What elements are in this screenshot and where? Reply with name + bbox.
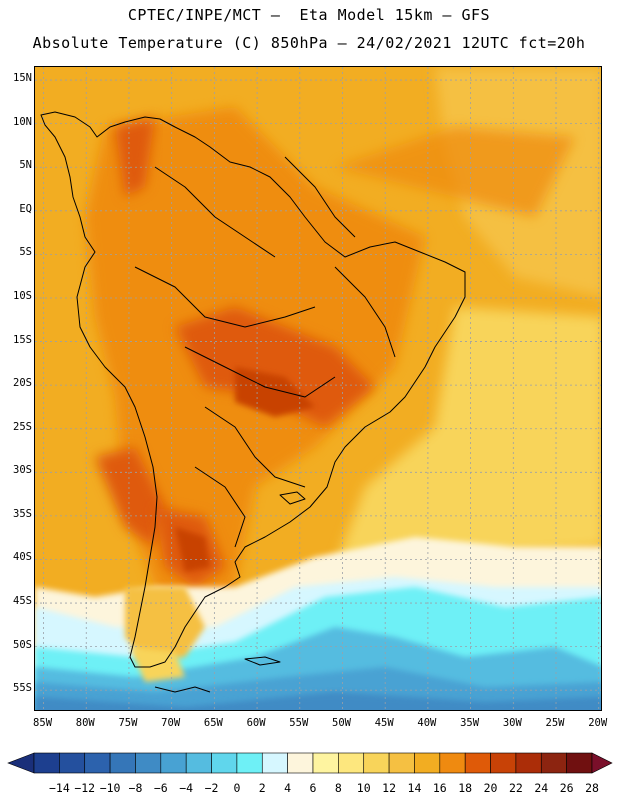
temperature-field-shading bbox=[35, 67, 601, 710]
colorbar-high-arrow bbox=[591, 752, 613, 774]
colorbar-swatch bbox=[33, 752, 60, 774]
colorbar-tick-label: −14 bbox=[48, 781, 70, 795]
colorbar-tick-label: −12 bbox=[74, 781, 96, 795]
lat-label: 40S bbox=[13, 551, 32, 564]
colorbar-swatch bbox=[414, 752, 441, 774]
lon-label: 80W bbox=[75, 717, 95, 729]
colorbar-swatch bbox=[185, 752, 212, 774]
lon-label: 30W bbox=[502, 717, 522, 729]
lon-label: 40W bbox=[417, 717, 437, 729]
colorbar bbox=[7, 752, 613, 774]
colorbar-tick-label: −4 bbox=[179, 781, 194, 795]
colorbar-swatch bbox=[540, 752, 567, 774]
colorbar-tick-label: 12 bbox=[382, 781, 396, 795]
temperature-map[interactable] bbox=[34, 66, 602, 711]
lat-label: 20S bbox=[13, 377, 32, 390]
lat-label: 5S bbox=[19, 246, 32, 259]
colorbar-swatch bbox=[135, 752, 162, 774]
colorbar-tick-label: 0 bbox=[233, 781, 241, 795]
colorbar-swatch bbox=[388, 752, 415, 774]
colorbar-swatch bbox=[211, 752, 238, 774]
colorbar-tick-label: 2 bbox=[258, 781, 266, 795]
colorbar-swatch bbox=[109, 752, 136, 774]
lon-label: 55W bbox=[289, 717, 309, 729]
colorbar-swatch bbox=[287, 752, 314, 774]
lat-label: 10N bbox=[13, 115, 32, 128]
colorbar-swatch bbox=[515, 752, 542, 774]
colorbar-tick-label: −2 bbox=[204, 781, 219, 795]
lon-label: 50W bbox=[332, 717, 351, 729]
map-title-line2: Absolute Temperature (C) 850hPa – 24/02/… bbox=[32, 34, 586, 52]
colorbar-swatch bbox=[160, 752, 187, 774]
coastlines-and-borders bbox=[40, 111, 466, 693]
lon-label: 70W bbox=[161, 717, 181, 729]
colorbar-tick-label: 26 bbox=[559, 781, 574, 795]
lat-label: 25S bbox=[13, 420, 32, 433]
colorbar-tick-label: −6 bbox=[153, 781, 168, 795]
colorbar-tick-label: 8 bbox=[334, 781, 342, 795]
colorbar-tick-label: 22 bbox=[508, 781, 523, 795]
colorbar-tick-label: 14 bbox=[407, 781, 422, 795]
colorbar-swatch bbox=[84, 752, 111, 774]
colorbar-swatch bbox=[261, 752, 288, 774]
colorbar-low-arrow bbox=[7, 752, 35, 774]
colorbar-tick-label: 28 bbox=[585, 781, 599, 795]
colorbar-tick-label: −8 bbox=[128, 781, 143, 795]
colorbar-swatch bbox=[566, 752, 593, 774]
lat-label: 45S bbox=[13, 595, 32, 608]
colorbar-swatch bbox=[464, 752, 491, 774]
colorbar-tick-label: 20 bbox=[483, 781, 498, 795]
colorbar-tick-label: 18 bbox=[458, 781, 473, 795]
lon-label: 65W bbox=[203, 717, 223, 729]
colorbar-swatch bbox=[312, 752, 339, 774]
lat-label: 55S bbox=[13, 682, 32, 695]
colorbar-swatch bbox=[490, 752, 517, 774]
lat-label: 10S bbox=[13, 289, 32, 302]
lon-label: 60W bbox=[246, 717, 266, 729]
lat-label: 15S bbox=[13, 333, 32, 346]
lon-label: 20W bbox=[588, 717, 608, 729]
colorbar-swatch bbox=[236, 752, 263, 774]
colorbar-swatch bbox=[363, 752, 390, 774]
lat-label: 15N bbox=[13, 72, 32, 85]
lat-label: 30S bbox=[13, 464, 32, 477]
colorbar-swatch bbox=[338, 752, 365, 774]
colorbar-tick-label: 4 bbox=[284, 781, 292, 795]
colorbar-tick-label: 16 bbox=[432, 781, 447, 795]
map-title-line1: CPTEC/INPE/MCT – Eta Model 15km – GFS bbox=[127, 6, 491, 24]
lon-label: 35W bbox=[460, 717, 480, 729]
lat-label: 50S bbox=[13, 638, 32, 651]
colorbar-swatch bbox=[439, 752, 466, 774]
lat-label: 35S bbox=[13, 507, 32, 520]
colorbar-tick-label: 6 bbox=[309, 781, 317, 795]
colorbar-tick-label: 10 bbox=[356, 781, 371, 795]
lon-label: 45W bbox=[374, 717, 394, 729]
colorbar-swatch bbox=[59, 752, 86, 774]
colorbar-tick-label: −10 bbox=[99, 781, 121, 795]
lon-label: 85W bbox=[33, 717, 53, 729]
colorbar-tick-label: 24 bbox=[534, 781, 549, 795]
lat-label: 5N bbox=[19, 159, 32, 172]
lon-label: 25W bbox=[545, 717, 565, 729]
lon-label: 75W bbox=[118, 717, 138, 729]
lat-label: EQ bbox=[19, 202, 32, 215]
